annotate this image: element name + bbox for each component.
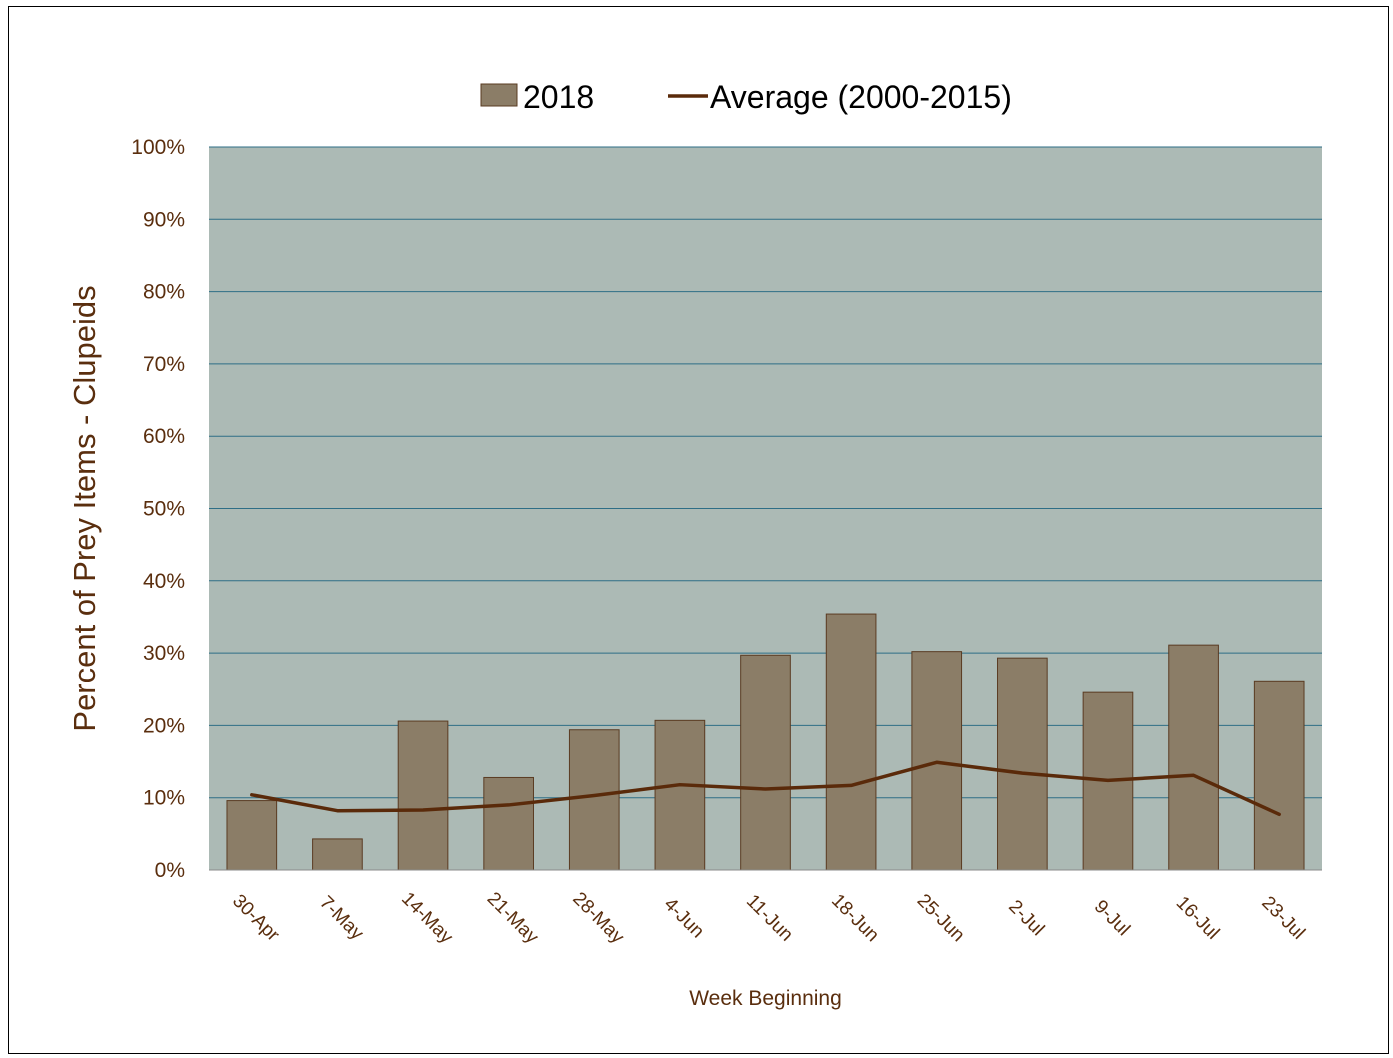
y-tick-label: 20% [143, 714, 185, 737]
legend-swatch-2018 [480, 83, 518, 107]
y-tick-label: 50% [143, 498, 185, 521]
x-tick-label: 23-Jul [1257, 892, 1308, 943]
y-tick-label: 10% [143, 787, 185, 810]
y-axis-label: Percent of Prey Items - Clupeids [67, 285, 102, 731]
y-tick-label: 80% [143, 281, 185, 304]
bar-2018 [997, 657, 1048, 871]
x-tick-label: 2-Jul [1004, 896, 1048, 940]
average-line [250, 760, 1281, 817]
x-tick-label: 4-Jun [660, 894, 708, 942]
bar-2018 [1168, 644, 1219, 871]
bar-2018 [483, 776, 534, 871]
x-tick-label: 28-May [568, 888, 628, 948]
y-tick-label: 0% [155, 859, 185, 882]
x-tick-label: 30-Apr [228, 891, 284, 947]
x-tick-label: 7-May [315, 892, 368, 945]
bar-2018 [654, 719, 706, 871]
x-tick-label: 25-Jun [913, 890, 969, 946]
bar-2018 [740, 654, 791, 871]
x-tick-label: 11-Jun [742, 891, 797, 946]
y-tick-label: 40% [143, 570, 185, 593]
y-tick-label: 30% [143, 642, 185, 665]
x-tick-label: 9-Jul [1090, 896, 1134, 940]
y-tick-label: 60% [143, 425, 185, 448]
y-tick-label: 100% [131, 136, 185, 159]
bar-2018 [825, 613, 877, 871]
legend-label-2018: 2018 [523, 79, 594, 115]
x-tick-label: 18-Jun [827, 890, 883, 946]
legend-label-average: Average (2000-2015) [710, 79, 1012, 115]
bar-2018 [397, 720, 449, 871]
bar-2018 [568, 729, 620, 871]
bar-2018 [1253, 680, 1305, 871]
bar-2018 [312, 838, 363, 871]
x-tick-label: 21-May [483, 888, 543, 948]
y-tick-label: 70% [143, 353, 185, 376]
x-tick-label: 16-Jul [1172, 892, 1223, 943]
y-tick-label: 90% [143, 208, 185, 231]
bar-2018 [226, 800, 278, 871]
legend: 2018 Average (2000-2015) [480, 79, 1012, 115]
x-axis-label: Week Beginning [689, 987, 842, 1010]
x-tick-label: 14-May [397, 888, 457, 948]
